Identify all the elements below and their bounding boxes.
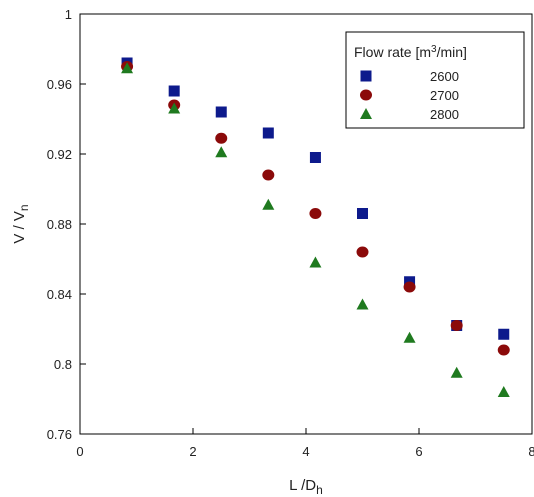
data-point-circle	[215, 132, 228, 144]
data-point-circle	[450, 320, 463, 331]
x-tick-label: 0	[76, 444, 83, 459]
legend-marker-triangle	[360, 108, 372, 119]
data-point-triangle	[309, 256, 322, 268]
legend-marker-square	[360, 70, 372, 82]
y-tick-label: 0.88	[47, 217, 72, 232]
y-tick-label: 1	[65, 7, 72, 22]
legend-title: Flow rate [m3/min]	[354, 44, 467, 60]
data-point-triangle	[121, 62, 134, 74]
data-point-square	[498, 328, 510, 340]
data-point-circle	[403, 281, 416, 293]
y-tick-label: 0.8	[54, 357, 72, 372]
series-2700	[121, 61, 510, 356]
y-axis-title: V / Vn	[11, 204, 31, 243]
data-point-circle	[262, 169, 275, 181]
data-point-square	[357, 208, 368, 219]
y-axis-title-subscript: n	[17, 204, 31, 211]
data-point-circle	[497, 344, 510, 356]
data-point-triangle	[356, 298, 369, 310]
y-axis: 0.76 0.8 0.84 0.88 0.92 0.96 1	[47, 7, 86, 442]
y-tick-label: 0.84	[47, 287, 72, 302]
series-2800	[121, 62, 510, 397]
legend-title-suffix: /min]	[437, 44, 467, 60]
x-axis-title-subscript: h	[316, 483, 323, 497]
x-axis: 0 2 4 6 8	[76, 428, 534, 459]
data-point-square	[309, 152, 321, 163]
data-point-square	[262, 127, 274, 139]
y-tick-label: 0.96	[47, 77, 72, 92]
data-point-triangle	[262, 198, 275, 210]
data-point-triangle	[450, 366, 463, 378]
x-tick-label: 6	[415, 444, 422, 459]
x-axis-title: L /Dh	[289, 477, 323, 497]
y-tick-label: 0.76	[47, 427, 72, 442]
legend-label: 2800	[430, 107, 459, 122]
data-point-square	[215, 106, 227, 118]
data-point-triangle	[215, 146, 228, 158]
data-point-square	[168, 85, 180, 97]
x-tick-label: 4	[302, 444, 309, 459]
data-point-triangle	[403, 331, 416, 343]
data-point-triangle	[168, 102, 181, 114]
legend-entries: 2600 2700 2800	[360, 69, 459, 122]
x-tick-label: 8	[528, 444, 534, 459]
data-point-circle	[309, 208, 322, 219]
legend-label: 2700	[430, 88, 459, 103]
x-tick-label: 2	[189, 444, 196, 459]
legend: Flow rate [m3/min] 2600 2700 2800	[345, 31, 525, 129]
y-tick-label: 0.92	[47, 147, 72, 162]
data-point-triangle	[497, 386, 510, 397]
legend-title-superscript: 3	[431, 44, 437, 55]
legend-box	[345, 31, 525, 129]
data-point-circle	[356, 246, 369, 258]
data-markers	[121, 57, 510, 397]
legend-label: 2600	[430, 69, 459, 84]
legend-marker-circle	[360, 89, 372, 101]
